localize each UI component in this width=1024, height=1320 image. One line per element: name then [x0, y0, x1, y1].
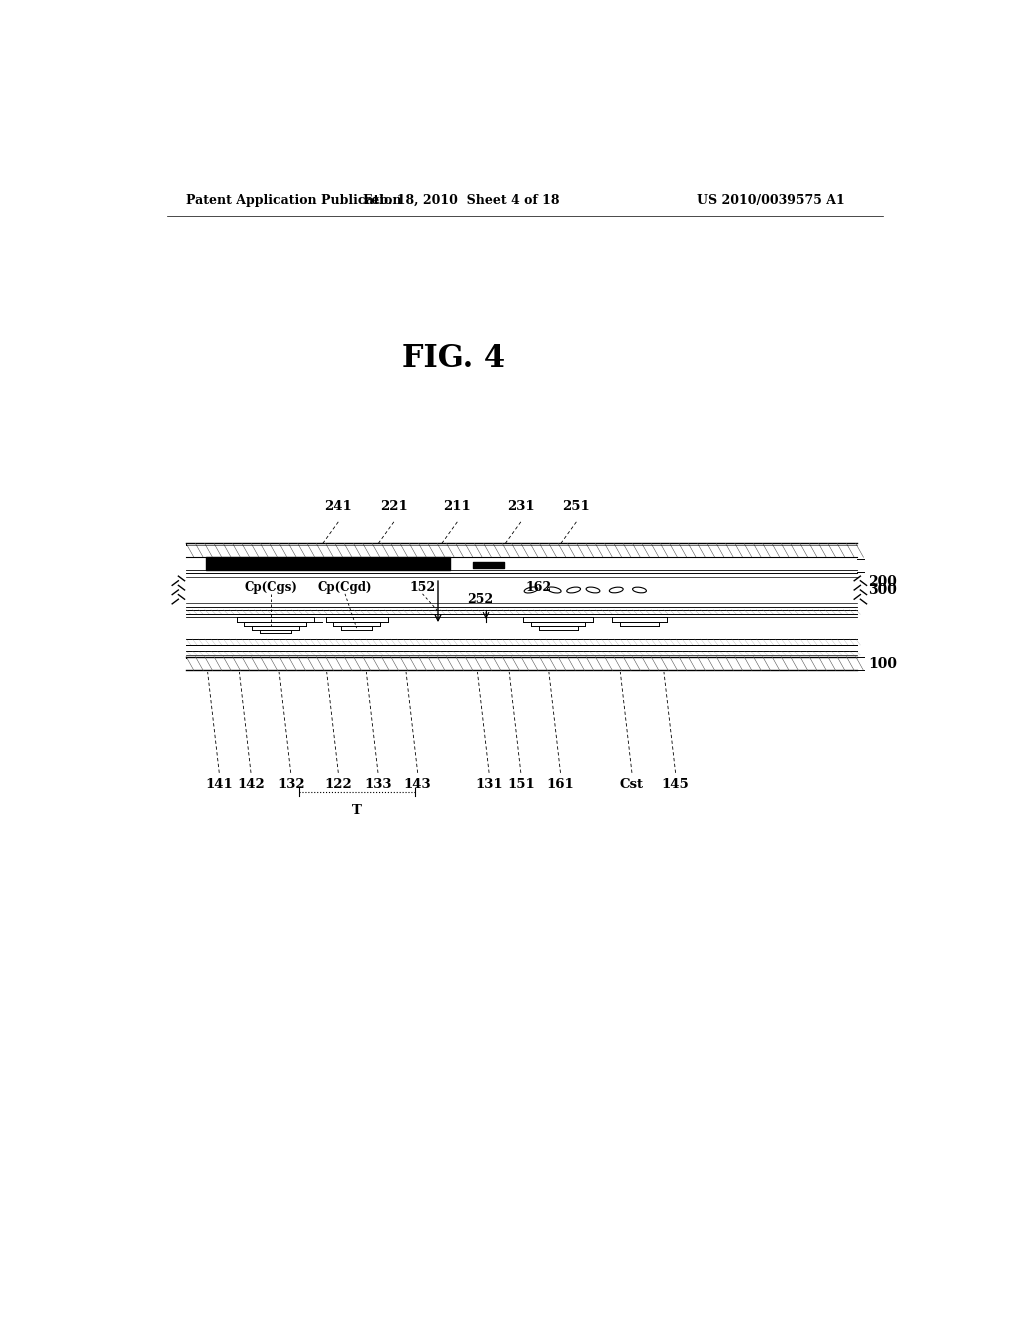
- Text: 145: 145: [662, 779, 689, 791]
- Text: 211: 211: [443, 499, 471, 512]
- Text: 142: 142: [238, 779, 265, 791]
- Text: 152: 152: [410, 581, 435, 594]
- Text: 161: 161: [547, 779, 574, 791]
- Text: 141: 141: [206, 779, 233, 791]
- Text: US 2010/0039575 A1: US 2010/0039575 A1: [697, 194, 845, 207]
- Text: 131: 131: [475, 779, 503, 791]
- Text: 200: 200: [868, 576, 897, 589]
- Text: 122: 122: [325, 779, 352, 791]
- Text: 300: 300: [868, 583, 897, 597]
- Text: 221: 221: [380, 499, 408, 512]
- Text: 132: 132: [276, 779, 304, 791]
- Text: 151: 151: [507, 779, 535, 791]
- Text: Patent Application Publication: Patent Application Publication: [186, 194, 401, 207]
- Text: Cp(Cgd): Cp(Cgd): [317, 581, 373, 594]
- Text: Cp(Cgs): Cp(Cgs): [245, 581, 298, 594]
- Text: Cst: Cst: [620, 779, 644, 791]
- Text: 241: 241: [325, 499, 352, 512]
- Text: 251: 251: [562, 499, 590, 512]
- Text: FIG. 4: FIG. 4: [402, 343, 505, 374]
- Text: T: T: [351, 804, 361, 817]
- Text: 231: 231: [507, 499, 535, 512]
- Text: 252: 252: [468, 593, 494, 606]
- Text: 162: 162: [525, 581, 552, 594]
- Text: Feb. 18, 2010  Sheet 4 of 18: Feb. 18, 2010 Sheet 4 of 18: [362, 194, 559, 207]
- Text: 133: 133: [365, 779, 392, 791]
- Text: 100: 100: [868, 656, 897, 671]
- Text: 143: 143: [403, 779, 431, 791]
